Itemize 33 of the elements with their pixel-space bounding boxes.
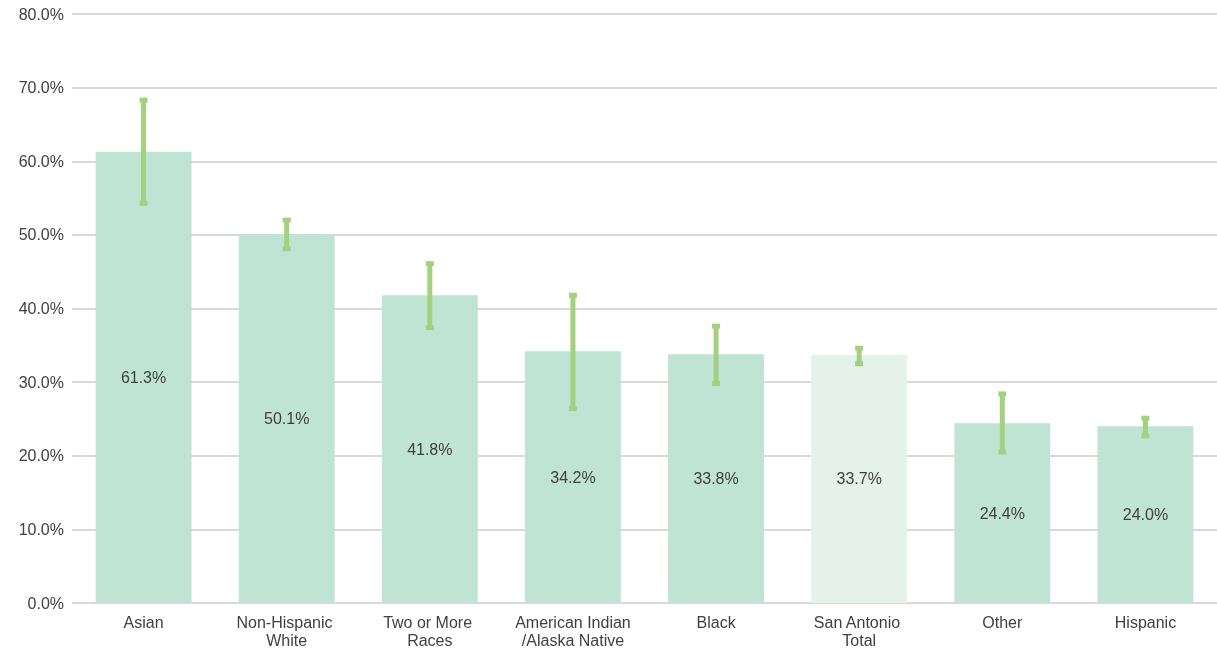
data-label: 24.4% (979, 504, 1025, 522)
data-label: 33.8% (693, 470, 739, 488)
data-label: 24.0% (1122, 506, 1169, 524)
y-tick-label: 0.0% (27, 594, 64, 612)
x-tick-label: Hispanic (1114, 613, 1177, 631)
bar (524, 351, 621, 603)
y-tick-label: 40.0% (18, 300, 64, 317)
y-tick-label: 60.0% (18, 152, 64, 170)
data-label: 50.1% (264, 410, 310, 428)
x-tick-label: Other (982, 613, 1023, 631)
x-tick-label: Non-Hispanic White (236, 613, 337, 649)
y-tick-label: 50.0% (18, 226, 64, 244)
x-tick-label: San Antonio Total (813, 613, 905, 649)
x-tick-label: Two or More Races (383, 613, 477, 649)
x-tick-label: Asian (123, 613, 164, 631)
x-tick-label: Black (696, 613, 737, 631)
y-tick-label: 30.0% (18, 373, 64, 391)
y-tick-label: 10.0% (18, 520, 64, 538)
data-label: 34.2% (550, 468, 596, 486)
y-tick-label: 80.0% (18, 5, 64, 23)
bar (95, 151, 192, 603)
data-label: 41.8% (407, 440, 453, 458)
bar (954, 423, 1051, 603)
y-tick-label: 20.0% (18, 447, 64, 465)
x-tick-label: American Indian/Alaska Native (515, 613, 631, 649)
bar (1097, 426, 1194, 603)
bar (238, 234, 335, 603)
bar (381, 295, 478, 603)
bar (668, 354, 765, 603)
bar (811, 354, 908, 603)
data-label: 33.7% (836, 470, 882, 488)
data-label: 61.3% (120, 368, 167, 386)
y-tick-label: 70.0% (18, 79, 64, 97)
